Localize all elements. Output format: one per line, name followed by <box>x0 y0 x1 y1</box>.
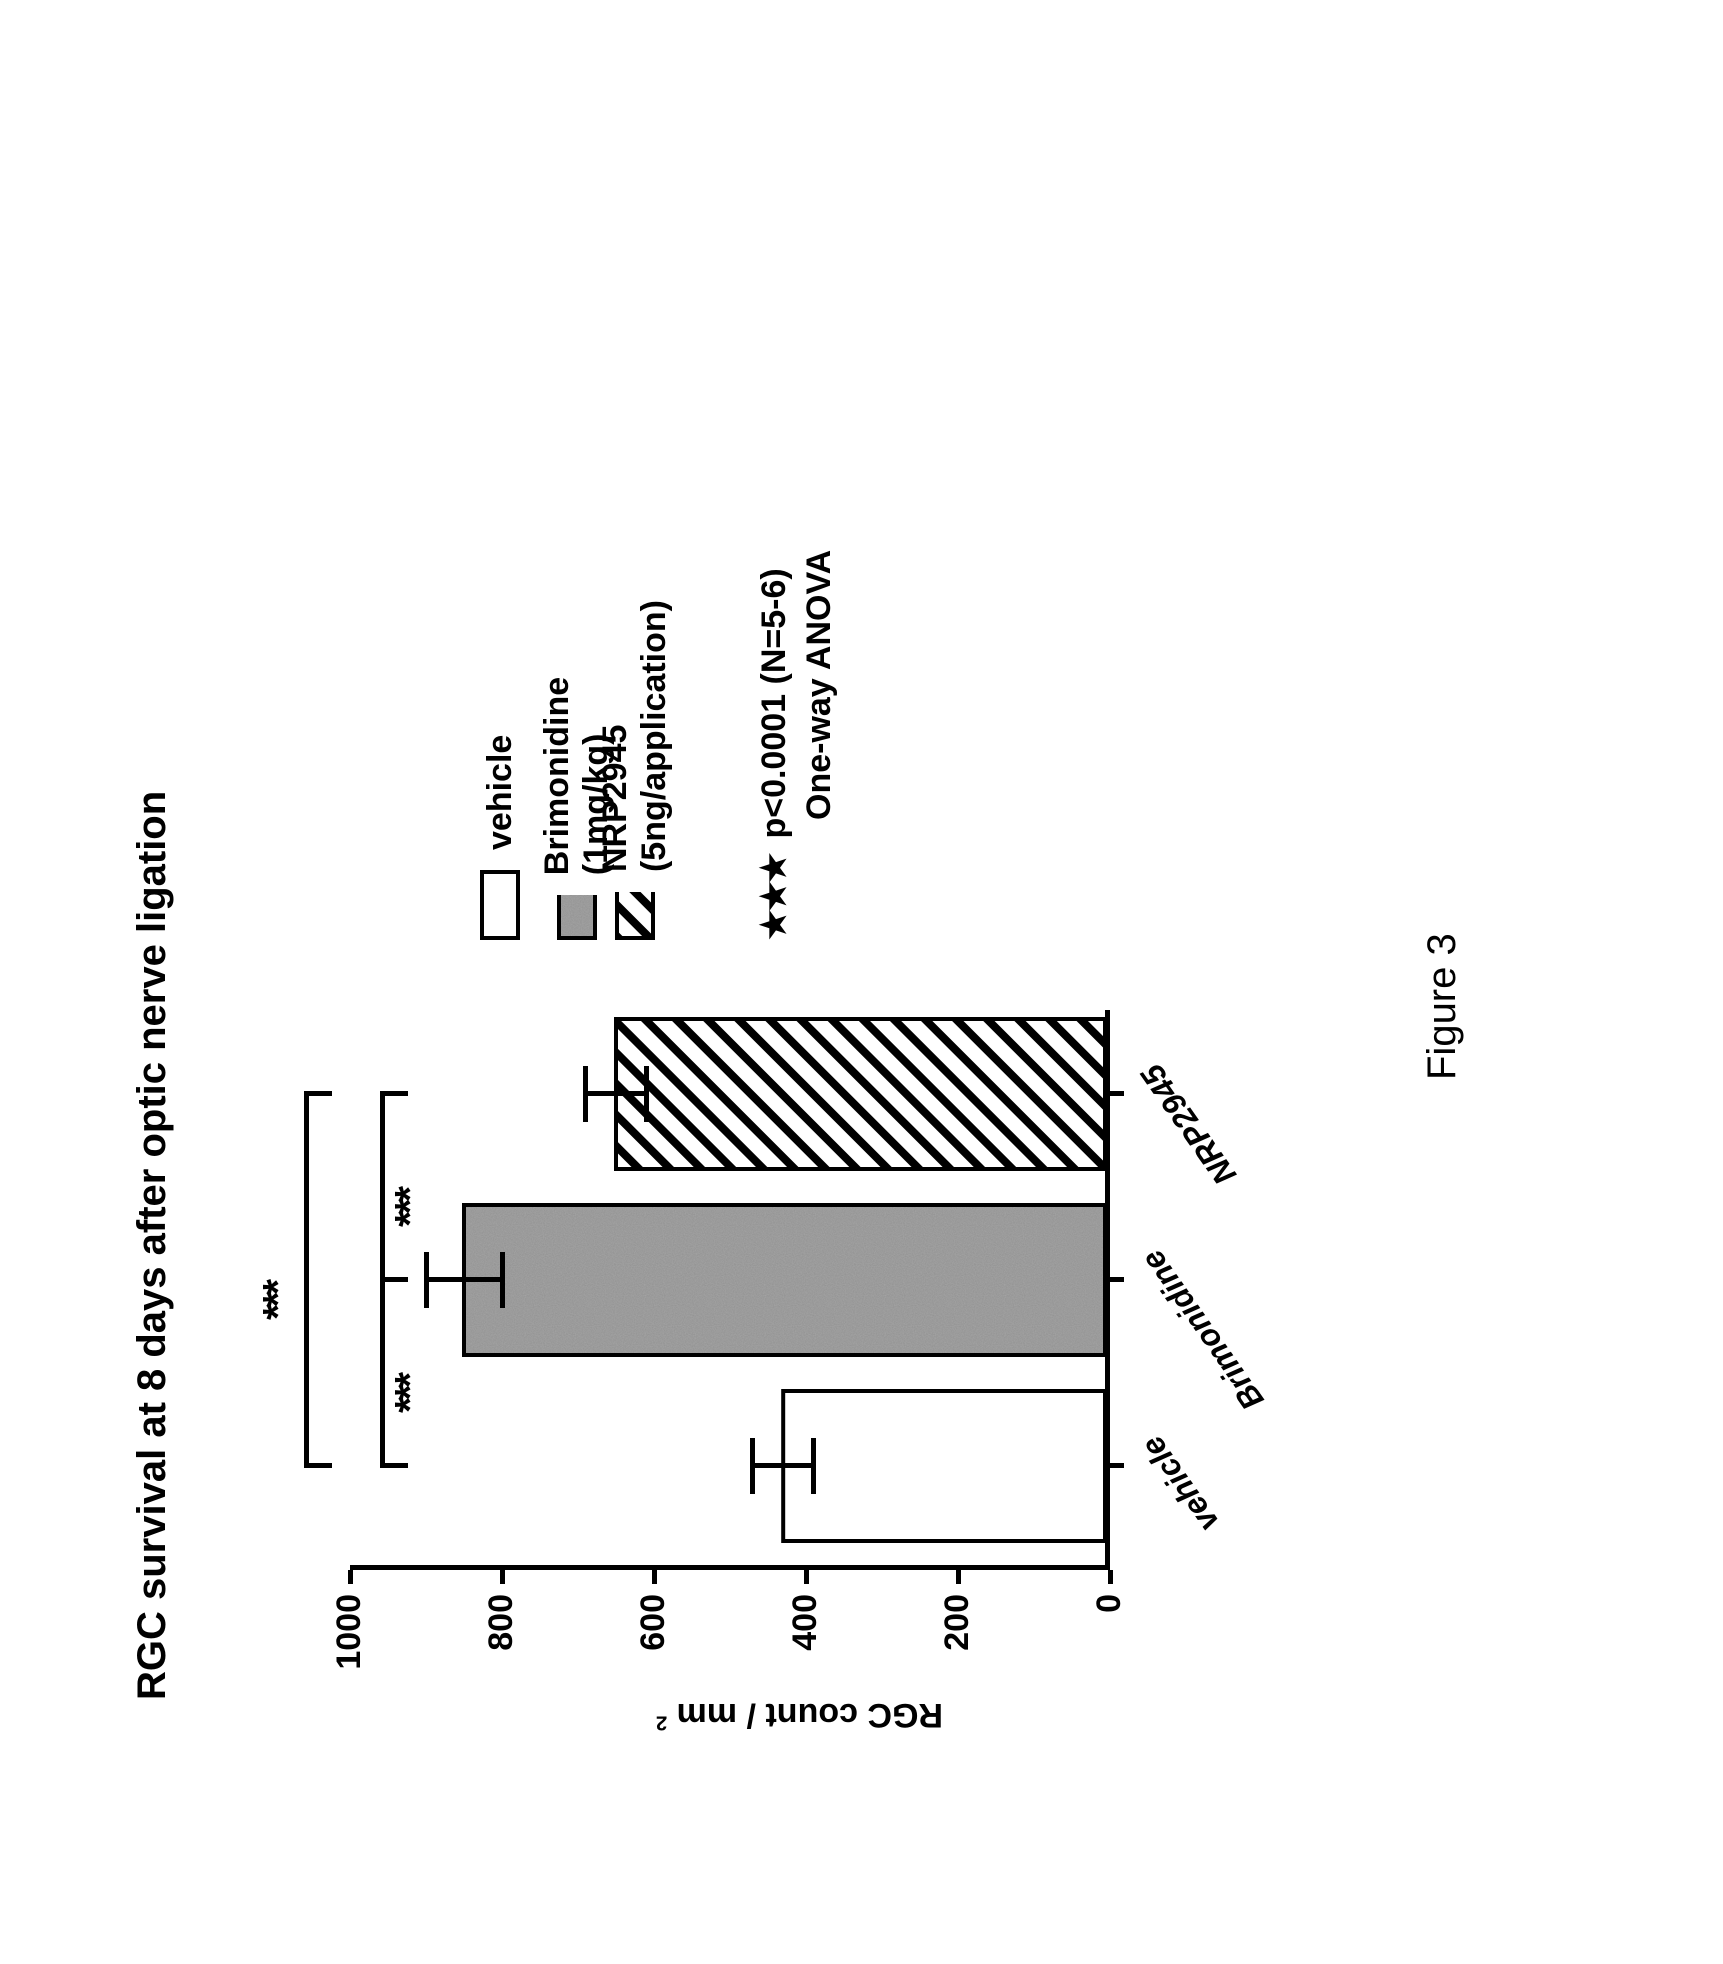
x-tick <box>1110 1092 1124 1097</box>
error-bar <box>753 1464 814 1469</box>
legend-label: NRP2945 (5ng/application) <box>596 578 674 872</box>
sig-bracket-h <box>304 1094 309 1466</box>
bar-vehicle <box>783 1391 1105 1541</box>
sig-bracket-v <box>304 1464 332 1469</box>
bar-nrp2945 <box>616 1019 1105 1169</box>
error-bar <box>586 1092 647 1097</box>
legend-item: vehicle <box>480 735 520 940</box>
y-tick-label: 0 <box>1090 1594 1129 1704</box>
page: RGC survival at 8 days after optic nerve… <box>0 0 1723 1964</box>
sig-bracket-v <box>304 1092 332 1097</box>
x-tick <box>1110 1464 1124 1469</box>
y-tick-label: 1000 <box>330 1594 369 1704</box>
legend-swatch <box>480 870 520 940</box>
y-tick-label: 200 <box>938 1594 977 1704</box>
sig-bracket-v <box>380 1464 408 1469</box>
sig-bracket-v <box>380 1278 408 1283</box>
figure-label: Figure 3 <box>1420 933 1465 1080</box>
y-tick-label: 600 <box>634 1594 673 1704</box>
annotation-pvalue: p<0.0001 (N=5-6) <box>755 568 794 838</box>
error-cap <box>811 1438 816 1494</box>
sig-stars: *** <box>386 1376 434 1413</box>
y-tick <box>1108 1570 1113 1584</box>
annotation-test: One-way ANOVA <box>800 550 839 820</box>
y-tick <box>956 1570 961 1584</box>
error-cap <box>424 1252 429 1308</box>
sig-bracket-h <box>380 1094 385 1280</box>
x-tick <box>1110 1278 1124 1283</box>
y-tick <box>348 1570 353 1584</box>
y-tick <box>652 1570 657 1584</box>
chart-block: RGC survival at 8 days after optic nerve… <box>130 210 1590 1760</box>
error-cap <box>750 1438 755 1494</box>
sig-stars: *** <box>254 1283 302 1320</box>
error-cap <box>500 1252 505 1308</box>
annotation-significance: ★★★ p<0.0001 (N=5-6) <box>754 550 794 940</box>
error-cap <box>583 1066 588 1122</box>
error-bar <box>426 1278 502 1283</box>
chart-rotated-container: RGC survival at 8 days after optic nerve… <box>130 210 1590 1760</box>
bar-brimonidine <box>464 1205 1105 1355</box>
y-tick-label: 800 <box>482 1594 521 1704</box>
y-tick-label: 400 <box>786 1594 825 1704</box>
chart-title: RGC survival at 8 days after optic nerve… <box>130 270 175 1700</box>
bars-layer <box>350 1010 1110 1570</box>
legend-item: NRP2945 (5ng/application) <box>596 578 674 940</box>
star-icon: ★★★ <box>754 855 794 940</box>
legend-swatch <box>557 895 597 940</box>
legend-label: vehicle <box>481 735 520 850</box>
plot-area: RGC count / mm 2 02004006008001000vehicl… <box>350 1010 1110 1570</box>
annotation-block: ★★★ p<0.0001 (N=5-6)One-way ANOVA <box>754 550 839 940</box>
sig-bracket-h <box>380 1280 385 1466</box>
y-tick <box>500 1570 505 1584</box>
y-tick <box>804 1570 809 1584</box>
legend-swatch <box>615 892 655 940</box>
sig-stars: *** <box>386 1190 434 1227</box>
error-cap <box>644 1066 649 1122</box>
sig-bracket-v <box>380 1092 408 1097</box>
